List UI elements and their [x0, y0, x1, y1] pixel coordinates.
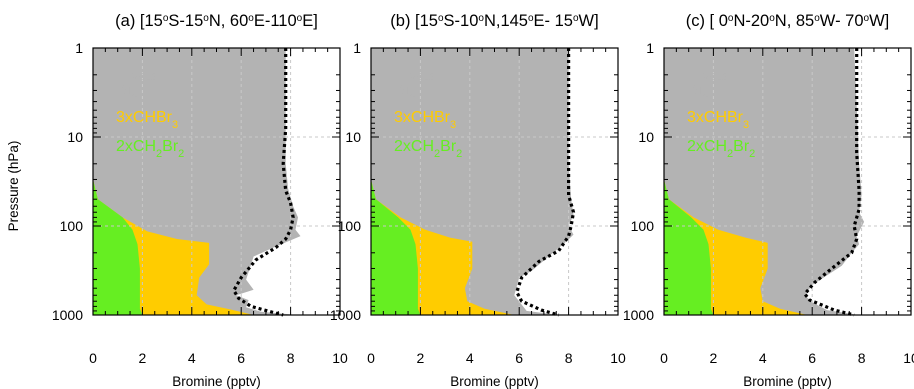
- y-tick-label: 10: [67, 129, 83, 145]
- legend-item-chbr3: 3xCHBr3: [394, 109, 456, 131]
- total-bromine-profile-line: [231, 48, 295, 317]
- x-tick-label: 10: [332, 350, 348, 366]
- legend-item-ch2br2: 2xCH2Br2: [687, 138, 755, 160]
- x-tick-label: 4: [466, 350, 474, 366]
- x-tick-label: 0: [367, 350, 375, 366]
- legend-item-bry: BryVSLS: [687, 72, 728, 103]
- x-axis-title: Bromine (pptv): [450, 374, 539, 389]
- legend-item-ch2br2: 2xCH2Br2: [116, 138, 184, 160]
- panel-c: 0 2 4 6 8 10 Bromine (pptv) 1 10 100 1000 (c) [ 0oN…: [623, 12, 914, 389]
- y-tick-label: 1000: [623, 307, 654, 323]
- y-tick-label: 1000: [52, 307, 83, 323]
- ch2br2-area: [371, 179, 421, 315]
- x-tick-label: 10: [610, 350, 626, 366]
- panel-b: 0 2 4 6 8 10 Bromine (pptv) 1 10 100 1000 (b) [15oS…: [330, 12, 626, 389]
- y-tick-label: 1000: [330, 307, 361, 323]
- x-tick-label: 0: [89, 350, 97, 366]
- y-axis-title: Pressure (hPa): [6, 141, 21, 232]
- x-tick-label: 0: [660, 350, 668, 366]
- y-tick-label: 100: [631, 218, 655, 234]
- y-tick-label: 10: [638, 129, 654, 145]
- x-tick-label: 4: [759, 350, 767, 366]
- y-tick-label: 1: [646, 40, 654, 56]
- x-tick-label: 2: [417, 350, 425, 366]
- x-axis-title: Bromine (pptv): [172, 374, 261, 389]
- x-tick-label: 6: [515, 350, 523, 366]
- y-tick-label: 100: [60, 218, 84, 234]
- x-tick-label: 2: [139, 350, 147, 366]
- panel-title: (a) [15oS-15oN, 60oE-110oE]: [115, 12, 318, 30]
- x-tick-label: 8: [858, 350, 866, 366]
- ch2br2-area: [664, 179, 714, 315]
- x-tick-label: 8: [287, 350, 295, 366]
- x-axis-title: Bromine (pptv): [743, 374, 832, 389]
- legend-item-bry: BryVSLS: [394, 72, 435, 103]
- y-tick-label: 1: [353, 40, 361, 56]
- ch2br2-area: [93, 179, 143, 315]
- legend-item-chbr3: 3xCHBr3: [116, 109, 178, 131]
- y-tick-label: 100: [338, 218, 362, 234]
- x-tick-label: 6: [237, 350, 245, 366]
- x-tick-label: 10: [903, 350, 914, 366]
- panel-a: 0 2 4 6 8 10 Bromine (pptv) 1 10 100 1000 (a) [15oS…: [52, 12, 348, 389]
- legend-item-ch2br2: 2xCH2Br2: [394, 138, 462, 160]
- y-tick-label: 10: [345, 129, 361, 145]
- x-tick-label: 4: [188, 350, 196, 366]
- legend-item-bry: BryVSLS: [116, 72, 157, 103]
- legend-item-chbr3: 3xCHBr3: [687, 109, 749, 131]
- panel-title: (b) [15oS-10oN,145oE- 15oW]: [390, 12, 598, 30]
- total-bromine-profile-line: [802, 48, 861, 317]
- panel-title: (c) [ 0oN-20oN, 85oW- 70oW]: [686, 12, 890, 30]
- x-tick-label: 8: [565, 350, 573, 366]
- x-tick-label: 2: [710, 350, 718, 366]
- total-bromine-profile-line: [514, 48, 576, 317]
- y-tick-label: 1: [75, 40, 83, 56]
- x-tick-label: 6: [808, 350, 816, 366]
